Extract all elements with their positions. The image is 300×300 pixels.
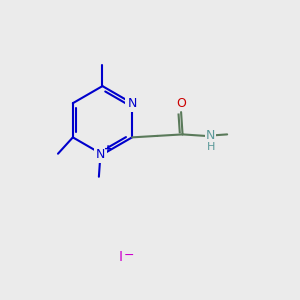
- Text: I: I: [118, 250, 122, 264]
- Text: N: N: [128, 97, 137, 110]
- Text: O: O: [176, 97, 186, 110]
- Text: H: H: [207, 142, 216, 152]
- Text: N: N: [95, 148, 105, 161]
- Text: +: +: [104, 144, 112, 154]
- Text: −: −: [123, 249, 134, 262]
- Text: N: N: [206, 129, 215, 142]
